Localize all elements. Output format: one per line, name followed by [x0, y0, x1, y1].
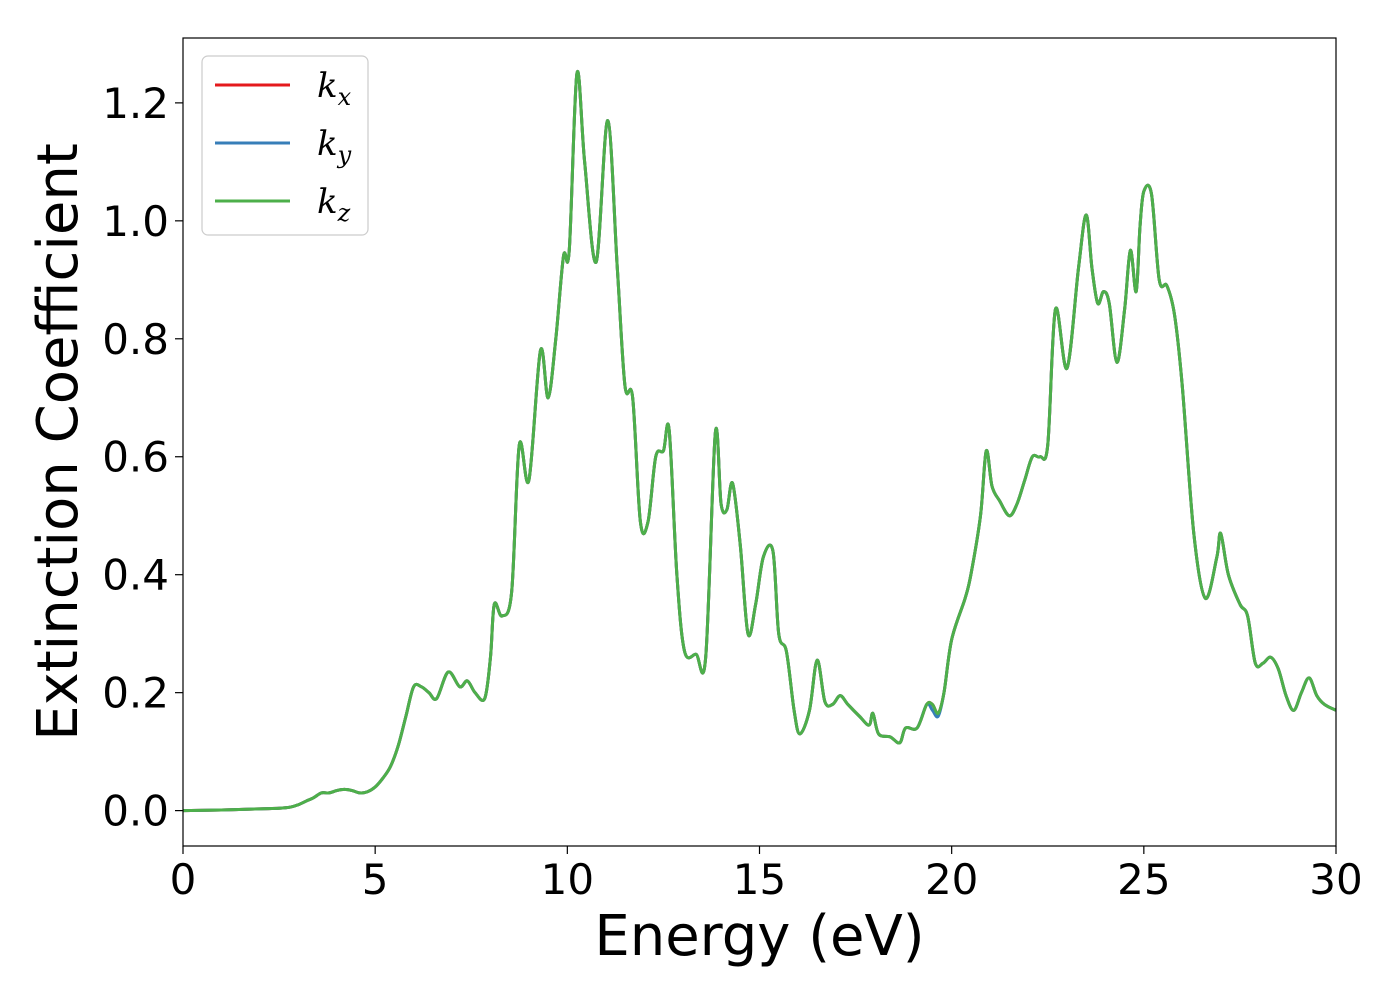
legend-label-base: k: [317, 66, 338, 106]
legend-label-subscript: x: [338, 83, 352, 111]
legend-box: [201, 55, 369, 236]
x-tick-label: 10: [541, 855, 594, 904]
y-tick-label: 0.6: [102, 433, 169, 482]
x-tick-label: 20: [925, 855, 978, 904]
y-tick-label: 0.0: [102, 787, 169, 836]
x-tick-label: 30: [1309, 855, 1362, 904]
plot-frame: [182, 37, 1337, 847]
series-lines: [183, 69, 1336, 813]
y-axis-title: Extinction Coefficient: [26, 143, 91, 741]
series-line-kz: [183, 69, 1336, 813]
x-tick-label: 15: [733, 855, 786, 904]
legend-label-base: k: [317, 124, 338, 164]
y-tick-label: 0.8: [102, 315, 169, 364]
y-tick-label: 1.0: [102, 197, 169, 246]
legend-label-subscript: z: [337, 199, 351, 227]
x-tick-label: 5: [362, 855, 389, 904]
x-tick-label: 0: [170, 855, 197, 904]
legend-label-subscript: y: [337, 141, 352, 169]
x-axis-title: Energy (eV): [594, 904, 924, 969]
y-tick-label: 0.4: [102, 551, 169, 600]
legend-label-kx: kx: [317, 66, 352, 111]
legend-label-base: k: [317, 182, 338, 222]
x-tick-label: 25: [1117, 855, 1170, 904]
x-axis-ticks: 0 5 10 15 20 25 30: [170, 846, 1363, 904]
y-tick-label: 1.2: [102, 79, 169, 128]
legend-label-kz: kz: [317, 182, 351, 227]
y-axis-ticks: 0.0 0.2 0.4 0.6 0.8 1.0 1.2: [102, 79, 183, 836]
legend-label-ky: ky: [317, 124, 352, 169]
y-tick-label: 0.2: [102, 669, 169, 718]
